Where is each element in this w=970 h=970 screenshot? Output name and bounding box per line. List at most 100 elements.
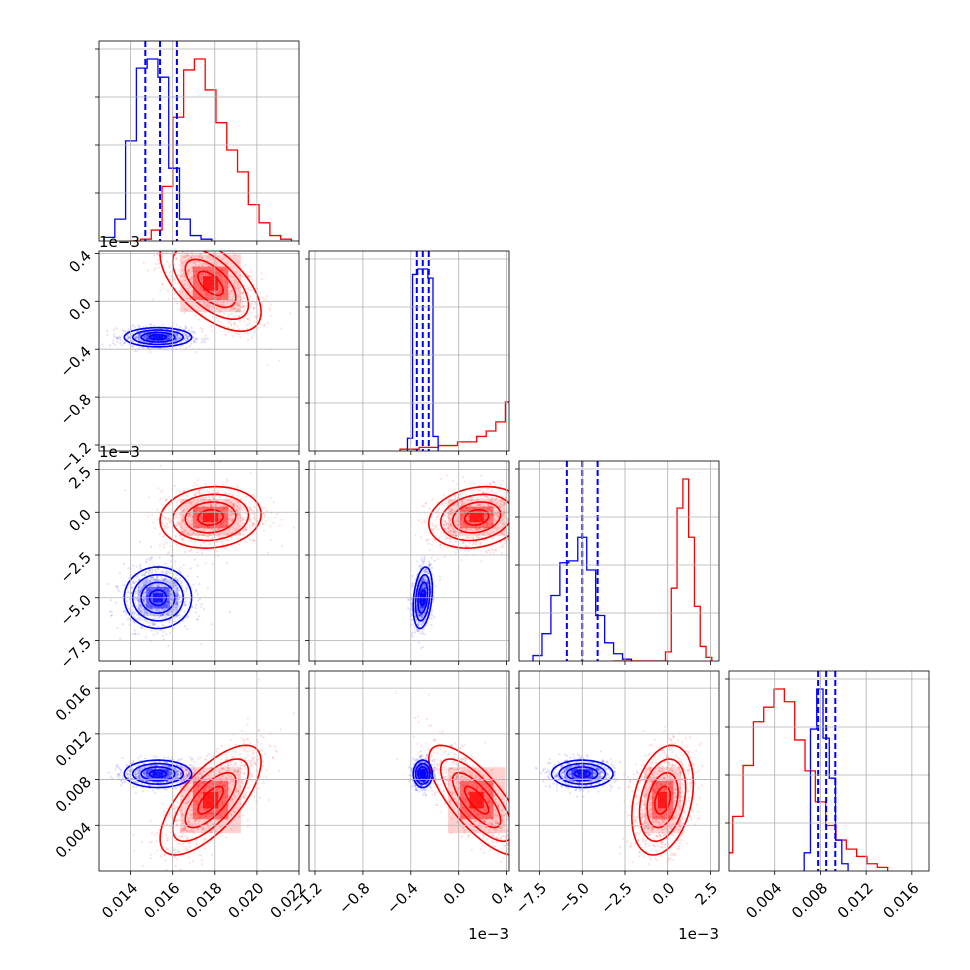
x-offset-label-1: 1e−3 bbox=[468, 925, 509, 943]
axes-frame-0-0 bbox=[95, 40, 300, 245]
grid-1-1 bbox=[309, 251, 509, 451]
grid-3-3 bbox=[729, 671, 929, 871]
x-tick-label-2-2: −2.5 bbox=[597, 879, 635, 917]
red-histogram-2 bbox=[613, 478, 713, 661]
x-tick-label-1-2: −0.4 bbox=[383, 879, 421, 917]
grid-2-0 bbox=[99, 461, 299, 661]
axes-frame-2-1 bbox=[305, 460, 510, 665]
red-contour-0 bbox=[197, 270, 225, 297]
x-tick-label-0-3: 0.020 bbox=[225, 879, 268, 922]
red-contour-1 bbox=[451, 501, 502, 534]
y-tick-label-3-3: 0.016 bbox=[52, 681, 95, 724]
red-density-3-1 bbox=[447, 767, 506, 834]
axes-border bbox=[308, 460, 510, 662]
y-tick-label-2-0: −7.5 bbox=[57, 634, 95, 672]
histogram-panel-3 bbox=[729, 671, 889, 871]
blue-contour-2 bbox=[558, 762, 607, 785]
axes-frame-1-1 bbox=[305, 250, 510, 455]
blue-density-1-0 bbox=[137, 331, 179, 343]
grid-2-2 bbox=[519, 461, 719, 661]
axes-frame-3-0 bbox=[95, 670, 300, 875]
x-tick-label-2-1: −5.0 bbox=[555, 879, 593, 917]
red-density-3-2 bbox=[644, 767, 682, 834]
blue-contour-3 bbox=[123, 759, 193, 789]
red-contour-0 bbox=[654, 785, 672, 815]
y-tick-label-1-2: −0.4 bbox=[57, 342, 95, 380]
red-contour-3 bbox=[159, 485, 262, 550]
scatter-panel-3-1 bbox=[394, 691, 509, 863]
red-contour-0 bbox=[197, 508, 225, 526]
blue-contour-0 bbox=[148, 334, 168, 341]
x-tick-label-0-2: 0.018 bbox=[182, 879, 225, 922]
y-tick-label-2-3: 0.0 bbox=[65, 506, 95, 536]
grid-2-1 bbox=[309, 461, 509, 661]
axes-frame-1-0 bbox=[95, 250, 300, 455]
x-tick-label-3-2: 0.012 bbox=[834, 879, 877, 922]
blue-contour-3 bbox=[412, 566, 434, 630]
scatter-panel-2-0 bbox=[107, 461, 296, 647]
red-contour-2 bbox=[638, 758, 687, 843]
red-contour-3 bbox=[427, 744, 509, 856]
axes-frame-3-2 bbox=[515, 670, 720, 875]
blue-contour-2 bbox=[414, 573, 431, 622]
axes-border bbox=[728, 670, 930, 872]
red-contour-3 bbox=[159, 744, 262, 856]
axes-frame-2-0 bbox=[95, 460, 300, 665]
x-offset-label-2: 1e−3 bbox=[678, 925, 719, 943]
red-contour-1 bbox=[184, 771, 237, 829]
red-density-2-1 bbox=[447, 498, 506, 536]
y-tick-label-2-1: −5.0 bbox=[57, 591, 95, 629]
blue-density-3-1 bbox=[417, 765, 429, 783]
blue-contour-1 bbox=[417, 581, 429, 614]
axes-frame-3-1 bbox=[305, 670, 510, 875]
red-density-3-0 bbox=[180, 767, 241, 834]
grid-0-0 bbox=[99, 41, 299, 241]
y-offset-label-2: 1e−3 bbox=[99, 443, 140, 461]
axes-border bbox=[518, 460, 720, 662]
blue-contour-3 bbox=[550, 759, 614, 789]
red-histogram-1 bbox=[399, 401, 509, 451]
blue-contour-0 bbox=[419, 589, 426, 607]
scatter-panel-1-0 bbox=[101, 251, 292, 366]
red-contour-1 bbox=[646, 771, 679, 829]
blue-contour-3 bbox=[123, 326, 193, 348]
y-tick-label-3-1: 0.008 bbox=[52, 773, 95, 816]
grid-1-0 bbox=[99, 251, 299, 451]
x-tick-label-0-0: 0.014 bbox=[98, 879, 141, 922]
grid-3-0 bbox=[99, 671, 299, 871]
red-contour-0 bbox=[197, 785, 225, 815]
y-tick-label-1-1: −0.8 bbox=[57, 390, 95, 428]
histogram-panel-1 bbox=[399, 251, 509, 451]
x-tick-label-3-3: 0.016 bbox=[880, 879, 923, 922]
blue-contour-2 bbox=[131, 762, 185, 785]
axes-border bbox=[518, 670, 720, 872]
axes-border bbox=[308, 670, 510, 872]
red-histogram-0 bbox=[129, 58, 293, 241]
scatter-panel-3-0 bbox=[107, 678, 296, 871]
blue-histogram-0 bbox=[103, 58, 213, 241]
x-tick-label-3-0: 0.004 bbox=[742, 879, 785, 922]
scatter-panel-2-1 bbox=[407, 474, 509, 650]
scatter-panel-3-2 bbox=[534, 725, 704, 866]
x-tick-label-2-0: −7.5 bbox=[512, 879, 550, 917]
x-tick-label-1-3: 0.0 bbox=[440, 879, 470, 909]
red-contour-2 bbox=[439, 758, 509, 843]
blue-contour-2 bbox=[414, 762, 431, 785]
red-density-1-0 bbox=[180, 254, 241, 313]
blue-contour-2 bbox=[131, 329, 185, 346]
x-tick-label-1-1: −0.8 bbox=[335, 879, 373, 917]
y-offset-label-1: 1e−3 bbox=[99, 233, 140, 251]
axes-border bbox=[98, 460, 300, 662]
red-contour-0 bbox=[463, 508, 490, 526]
histogram-panel-0 bbox=[103, 41, 293, 241]
y-tick-label-2-2: −2.5 bbox=[57, 548, 95, 586]
grid-3-2 bbox=[519, 671, 719, 871]
axes-border bbox=[98, 670, 300, 872]
red-contour-3 bbox=[630, 744, 695, 856]
red-contour-2 bbox=[439, 493, 509, 542]
blue-contour-0 bbox=[419, 769, 426, 779]
x-tick-label-2-3: 0.0 bbox=[649, 879, 679, 909]
red-contour-1 bbox=[184, 501, 237, 534]
axes-border bbox=[308, 250, 510, 452]
